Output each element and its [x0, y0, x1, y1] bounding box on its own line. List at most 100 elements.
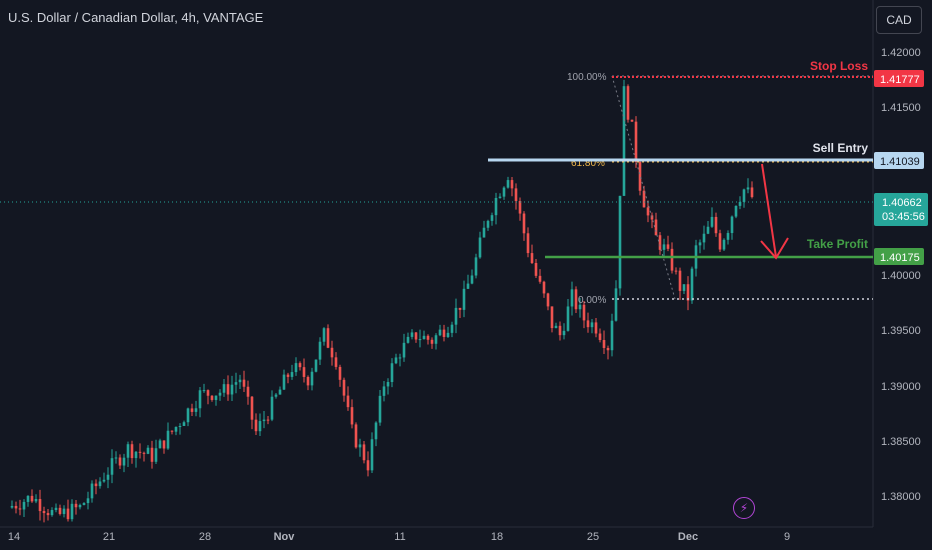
- candle-body: [494, 197, 498, 216]
- candle-body: [526, 233, 530, 254]
- lightning-bolt-icon[interactable]: ⚡: [733, 497, 755, 519]
- sell-entry-label: Sell Entry: [813, 141, 869, 155]
- candle-body: [370, 439, 374, 471]
- candle-body: [226, 384, 230, 395]
- candle-body: [582, 304, 586, 321]
- candle-body: [302, 367, 306, 377]
- candle-body: [590, 322, 594, 328]
- candle-body: [234, 382, 238, 385]
- x-tick-label: Dec: [678, 531, 698, 543]
- x-tick-label: Nov: [274, 531, 296, 543]
- sell-entry-price-tag: 1.41039: [874, 152, 924, 169]
- candle-body: [250, 396, 254, 420]
- candle-body: [382, 386, 386, 396]
- candle-body: [622, 86, 626, 196]
- price-axis[interactable]: 1.42000 1.41500 1.40000 1.39500 1.39000 …: [881, 47, 921, 503]
- candle-body: [398, 357, 402, 359]
- candle-body: [530, 253, 534, 264]
- candle-body: [730, 216, 734, 234]
- candle-body: [654, 219, 658, 236]
- candle-body: [430, 339, 434, 344]
- candle-body: [170, 430, 174, 432]
- candle-body: [70, 503, 74, 520]
- candle-body: [338, 366, 342, 380]
- candle-body: [222, 384, 226, 393]
- currency-button[interactable]: CAD: [876, 6, 922, 34]
- candle-body: [498, 196, 502, 198]
- time-axis[interactable]: 14 21 28 Nov 11 18 25 Dec 9: [8, 531, 790, 543]
- candle-body: [66, 508, 70, 520]
- candle-body: [390, 363, 394, 383]
- candle-body: [742, 189, 746, 202]
- candle-body: [354, 424, 358, 448]
- candle-body: [670, 248, 674, 271]
- candle-body: [350, 407, 354, 425]
- candle-body: [94, 483, 98, 487]
- candle-body: [238, 379, 242, 383]
- take-profit-label: Take Profit: [807, 237, 868, 251]
- y-tick-label: 1.38000: [881, 491, 921, 503]
- x-tick-label: 9: [784, 531, 790, 543]
- candle-body: [50, 510, 54, 516]
- candle-body: [586, 320, 590, 328]
- candle-body: [194, 408, 198, 412]
- candle-body: [174, 426, 178, 432]
- candle-body: [538, 275, 542, 282]
- candle-body: [634, 121, 638, 162]
- candle-body: [662, 244, 666, 250]
- candle-body: [722, 239, 726, 250]
- candle-body: [346, 395, 350, 408]
- candle-body: [30, 495, 34, 502]
- candle-body: [58, 507, 62, 514]
- candle-body: [18, 508, 22, 510]
- candle-body: [278, 389, 282, 395]
- candle-body: [378, 395, 382, 423]
- candle-body: [98, 481, 102, 487]
- stop-loss-price: 1.41777: [880, 74, 920, 86]
- bar-countdown: 03:45:56: [882, 211, 925, 223]
- candle-body: [306, 376, 310, 386]
- candle-body: [602, 340, 606, 348]
- stop-loss-label: Stop Loss: [810, 59, 868, 73]
- candle-body: [82, 503, 86, 505]
- candle-body: [710, 216, 714, 227]
- candle-body: [574, 289, 578, 310]
- current-price-tag: 1.40662 03:45:56: [874, 193, 928, 226]
- candle-body: [558, 325, 562, 336]
- fib-label-618: 61.80%: [571, 158, 605, 169]
- candle-body: [518, 201, 522, 214]
- x-tick-label: 28: [199, 531, 211, 543]
- y-tick-label: 1.41500: [881, 102, 921, 114]
- candle-body: [422, 335, 426, 340]
- candle-body: [322, 328, 326, 342]
- candle-body: [158, 440, 162, 449]
- candle-body: [386, 382, 390, 387]
- y-tick-label: 1.39500: [881, 325, 921, 337]
- candle-body: [474, 257, 478, 276]
- candle-body: [326, 328, 330, 348]
- x-tick-label: 11: [394, 531, 405, 543]
- candle-body: [114, 457, 118, 459]
- candle-body: [90, 483, 94, 499]
- candle-body: [606, 347, 610, 351]
- candle-body: [414, 332, 418, 340]
- candle-body: [726, 233, 730, 240]
- take-profit-price: 1.40175: [880, 252, 920, 264]
- candle-body: [426, 335, 430, 340]
- candle-body: [282, 374, 286, 390]
- candle-body: [110, 458, 114, 475]
- candle-body: [230, 384, 234, 395]
- fib-label-0: 0.00%: [578, 295, 606, 306]
- fib-trend-line: [611, 75, 676, 300]
- candle-body: [450, 324, 454, 333]
- candle-body: [510, 180, 514, 189]
- candle-body: [138, 451, 142, 453]
- candle-body: [142, 452, 146, 454]
- candle-body: [438, 329, 442, 336]
- candle-body: [486, 220, 490, 228]
- candle-body: [442, 329, 446, 337]
- candle-body: [482, 227, 486, 238]
- candle-body: [686, 284, 690, 301]
- candle-body: [462, 288, 466, 310]
